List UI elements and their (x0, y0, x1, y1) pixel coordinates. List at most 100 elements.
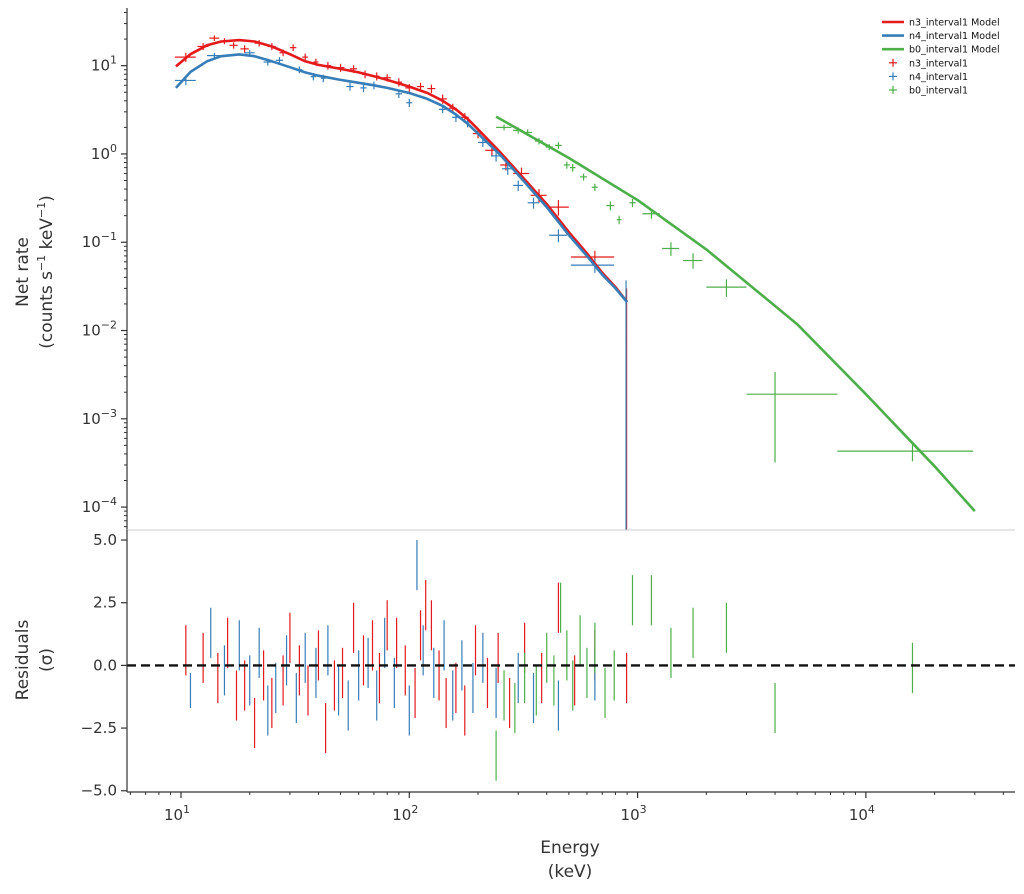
data-point-n3_interval1-2 (209, 35, 220, 42)
data-point-b0_interval1-15 (682, 253, 703, 269)
legend-item-n4_interval1 Model: n4_interval1 Model (882, 31, 1000, 42)
ylabel-sup-2: −1 (35, 202, 48, 218)
model-curve-n3_interval1 Model (175, 38, 629, 303)
tick-base: 10 (91, 57, 110, 75)
tick-base: 10 (82, 498, 101, 516)
legend-item-n4_interval1: n4_interval1 (889, 72, 968, 83)
data-point-b0_interval1-14 (662, 242, 680, 256)
x-axis-title-line1: Energy (540, 838, 600, 858)
legend-label: n4_interval1 Model (909, 31, 1000, 42)
data-point-n3_interval1-4 (229, 42, 238, 49)
spectrum-y-axis-title: Net rate (counts s−1 keV−1) (13, 195, 57, 349)
x-axis-title-line2: (keV) (548, 862, 593, 882)
legend-label: b0_interval1 (909, 86, 968, 97)
tick-exponent: 4 (868, 803, 875, 816)
legend-label: b0_interval1 Model (909, 45, 1000, 56)
data-point-n4_interval1-21 (549, 229, 567, 243)
data-point-b0_interval1-16 (706, 279, 747, 297)
residuals-y-axis-title-line1: Residuals (13, 620, 33, 701)
ylabel-part-suffix: ) (37, 195, 57, 202)
tick-base: 10 (82, 410, 101, 428)
legend-item-n3_interval1: n3_interval1 (889, 58, 968, 69)
residual-y-tick-label: −5.0 (81, 782, 117, 800)
residuals-y-axis-title: Residuals (σ) (13, 620, 57, 701)
energy-x-axis-title: Energy (keV) (540, 838, 600, 882)
data-point-b0_interval1-12 (629, 198, 636, 208)
y-tick-label: 100 (91, 142, 117, 163)
tick-exponent: 3 (640, 803, 647, 816)
data-point-n4_interval1-23 (625, 280, 627, 530)
tick-base: 10 (82, 322, 101, 340)
ylabel-part-prefix: (counts s (37, 271, 57, 349)
residuals-y-axis-title-line2: (σ) (37, 648, 57, 672)
data-point-b0_interval1-5 (555, 142, 562, 149)
x-tick-label: 102 (392, 803, 418, 824)
legend-label: n3_interval1 (909, 58, 968, 69)
tick-base: 10 (164, 806, 183, 824)
data-point-n3_interval1-9 (289, 44, 297, 52)
spectrum-y-axis-title-line2: (counts s−1 keV−1) (35, 195, 57, 349)
tick-exponent: 0 (110, 142, 117, 155)
tick-exponent: 1 (183, 803, 190, 816)
y-tick-label: 10−4 (82, 495, 117, 516)
residual-y-tick-label: 0.0 (93, 656, 117, 674)
data-point-b0_interval1-0 (496, 124, 512, 131)
tick-exponent: −3 (101, 407, 117, 420)
tick-exponent: −1 (101, 230, 117, 243)
data-point-b0_interval1-8 (580, 173, 587, 181)
spectrum-series-layer (174, 35, 976, 530)
data-point-b0_interval1-17 (746, 371, 838, 463)
data-point-n3_interval1-21 (427, 84, 436, 94)
data-point-n4_interval1-19 (513, 180, 524, 192)
series-n4_interval1 (174, 50, 627, 530)
data-point-n4_interval1-8 (346, 82, 354, 91)
data-point-n4_interval1-12 (406, 98, 413, 108)
residual-y-tick-label: −2.5 (81, 719, 117, 737)
data-point-b0_interval1-9 (591, 183, 598, 192)
residual-y-tick-label: 2.5 (93, 594, 117, 612)
ylabel-part-mid: keV (37, 218, 57, 255)
tick-base: 10 (392, 806, 411, 824)
legend-item-n3_interval1 Model: n3_interval1 Model (882, 18, 1000, 29)
series-b0_interval1 (496, 124, 974, 463)
data-point-n4_interval1-9 (360, 83, 367, 93)
x-tick-label: 101 (164, 803, 190, 824)
data-point-n4_interval1-20 (527, 197, 540, 209)
tick-exponent: −4 (101, 495, 117, 508)
ylabel-sup-1: −1 (35, 255, 48, 271)
data-point-b0_interval1-6 (563, 161, 570, 169)
tick-base: 10 (91, 145, 110, 163)
y-tick-label: 10−1 (82, 230, 117, 251)
data-point-n3_interval1-5 (240, 45, 249, 53)
data-point-b0_interval1-18 (837, 443, 974, 462)
residual-y-tick-label: 5.0 (93, 531, 117, 549)
residual-series-b0_interval1 (495, 575, 914, 781)
legend-label: n4_interval1 (909, 72, 968, 83)
x-tick-label: 103 (621, 803, 647, 824)
tick-exponent: 2 (411, 803, 418, 816)
series-n3_interval1 (174, 35, 628, 530)
residuals-series-layer (185, 540, 914, 781)
model-curve-b0_interval1 Model (495, 115, 976, 512)
legend-label: n3_interval1 Model (909, 18, 1000, 29)
y-tick-label: 101 (91, 54, 117, 75)
legend-item-b0_interval1: b0_interval1 (889, 86, 968, 97)
data-point-n4_interval1-17 (491, 150, 501, 162)
tick-base: 10 (82, 233, 101, 251)
data-point-b0_interval1-11 (616, 215, 622, 225)
tick-exponent: −2 (101, 319, 117, 332)
y-tick-label: 10−3 (82, 407, 117, 428)
legend: n3_interval1 Model n4_interval1 Model b0_i… (882, 18, 1000, 97)
spectrum-y-axis-title-line1: Net rate (13, 237, 33, 307)
y-tick-label: 10−2 (82, 319, 117, 340)
data-point-b0_interval1-7 (569, 163, 576, 172)
residual-series-n4_interval1 (189, 540, 596, 736)
legend-item-b0_interval1 Model: b0_interval1 Model (882, 45, 1000, 56)
tick-base: 10 (849, 806, 868, 824)
x-tick-label: 104 (849, 803, 875, 824)
model-curve-n4_interval1 Model (174, 53, 629, 303)
